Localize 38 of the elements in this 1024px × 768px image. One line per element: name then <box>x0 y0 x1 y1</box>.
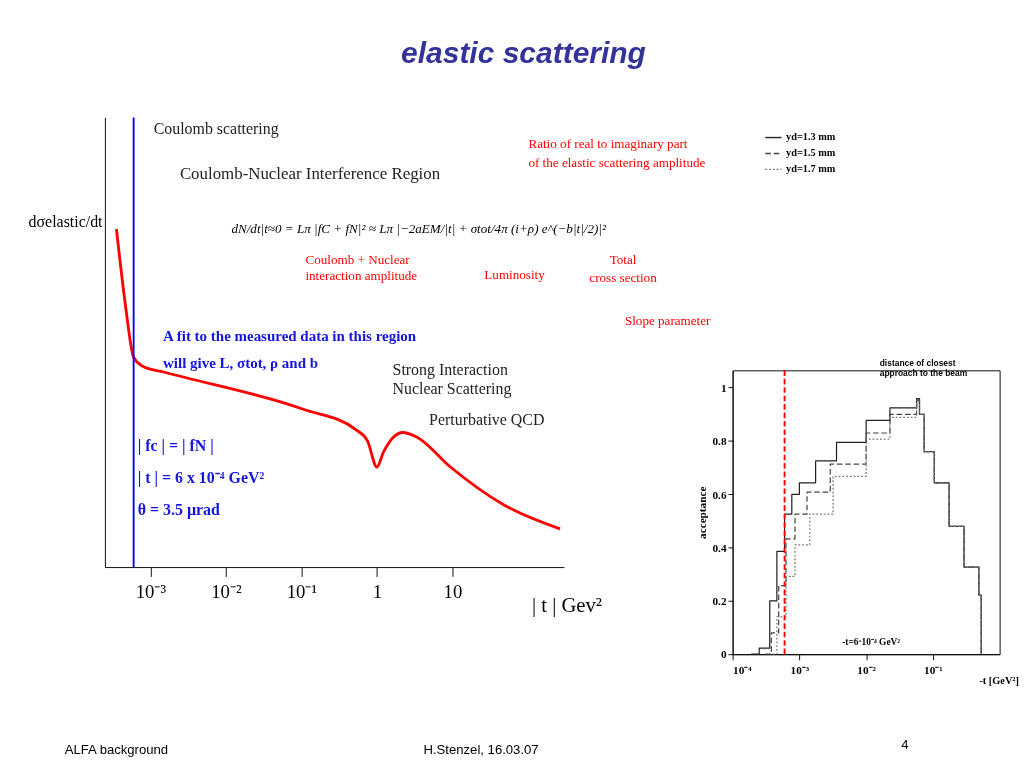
x-tick-label: 1 <box>372 580 383 602</box>
annotation: -t=6·10⁻⁴ GeV² <box>842 636 901 647</box>
y-tick-label: 0.8 <box>712 435 727 448</box>
text: Slope parameter <box>624 313 712 329</box>
annotation: | fc | = | fN | | t | = 6 x 10⁻⁴ GeV² θ = 3.5 µrad <box>137 436 265 519</box>
text: Coulomb-Nuclear Interference Region <box>179 164 441 184</box>
text: Total cross section <box>589 252 658 286</box>
legend-label: yd=1.7 mm <box>786 163 836 175</box>
text: Ratio of real to imaginary part of the elastic scattering amplitude <box>528 136 706 171</box>
y-tick-label: 1 <box>720 381 727 394</box>
x-axis-title: -t [GeV²] <box>979 674 1019 686</box>
x-tick-label: 10⁻² <box>857 664 877 677</box>
legend-label: yd=1.3 mm <box>786 131 836 143</box>
y-tick-label: 0.4 <box>712 541 727 554</box>
annotation: distance of closest approach to the beam <box>879 357 968 378</box>
annotation: Coulomb + Nuclear interaction amplitude <box>305 252 418 284</box>
x-axis-title: | t | Gev² <box>531 593 602 617</box>
annotation: Perturbative QCD <box>429 410 545 428</box>
annotation: Luminosity <box>484 267 546 283</box>
x-tick-label: 10⁻³ <box>135 580 167 602</box>
y-axis-title: acceptance <box>695 486 708 539</box>
y-tick-label: 0.6 <box>712 488 727 501</box>
y-tick-label: 0 <box>720 648 727 661</box>
annotation: dN/dt|t≈0 = Lπ |fC + fN|² ≈ Lπ |−2aEM/|t| + σtot/4π (i+ρ) e^(−b|t|/2)|² <box>231 220 607 236</box>
y-tick-label: 0.2 <box>712 595 727 608</box>
text: Coulomb scattering <box>153 120 279 139</box>
text: H.Stenzel, 16.03.07 <box>423 741 539 757</box>
chart-title: elastic scattering <box>401 36 646 70</box>
y-axis-title: dσelastic/dt <box>28 212 104 230</box>
x-tick-label: 10⁻¹ <box>924 664 943 677</box>
x-tick-label: 10⁻³ <box>790 664 810 677</box>
x-tick-label: 10⁻¹ <box>286 580 318 602</box>
x-tick-label: 10 <box>443 580 463 602</box>
legend-label: yd=1.5 mm <box>786 147 836 159</box>
text: 4 <box>901 736 909 752</box>
x-tick-label: 10⁻² <box>211 580 242 602</box>
x-tick-label: 10⁻⁴ <box>733 664 753 677</box>
text: ALFA background <box>64 741 169 757</box>
